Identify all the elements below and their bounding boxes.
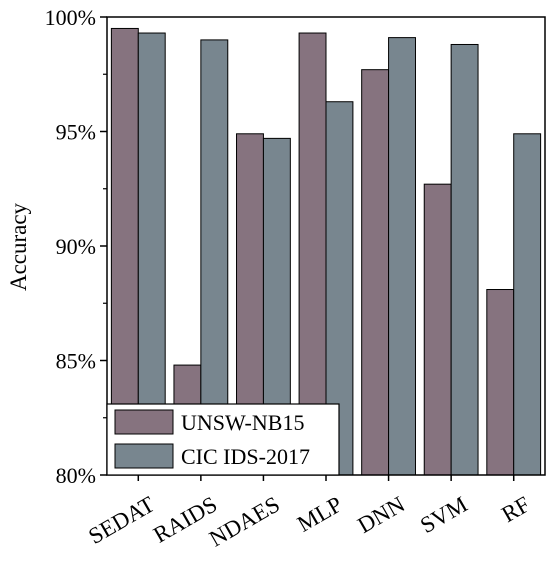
bar-raids-cic-ids-2017 <box>200 39 229 476</box>
x-tick-label-sedat: SEDAT <box>84 492 158 549</box>
legend-swatch-cic-ids-2017 <box>114 443 174 469</box>
bar-rf-cic-ids-2017 <box>513 133 542 476</box>
y-tick-label: 90% <box>56 234 96 259</box>
legend-label-cic-ids-2017: CIC IDS-2017 <box>181 444 310 469</box>
bar-svm-cic-ids-2017 <box>450 43 479 476</box>
y-axis: 80% 85% 90% 95% 100% <box>45 5 107 488</box>
legend-swatch-unsw-nb15 <box>114 409 174 435</box>
x-tick-label-rf: RF <box>497 492 534 528</box>
bar-sedat-cic-ids-2017 <box>137 32 166 476</box>
bar-dnn-cic-ids-2017 <box>388 37 416 476</box>
y-axis-title: Accuracy <box>6 202 31 291</box>
bar-rf-unsw-nb15 <box>486 289 515 476</box>
bar-sedat-unsw-nb15 <box>110 27 139 476</box>
y-tick-label: 95% <box>56 120 96 145</box>
bar-dnn-unsw-nb15 <box>361 69 390 476</box>
x-tick-label-ndaes: NDAES <box>205 492 284 552</box>
x-tick-label-mlp: MLP <box>293 492 346 537</box>
x-tick-label-dnn: DNN <box>353 491 409 538</box>
legend-label-unsw-nb15: UNSW-NB15 <box>181 410 304 435</box>
y-tick-label: 100% <box>45 5 96 30</box>
y-tick-label: 85% <box>56 349 96 374</box>
x-tick-label-svm: SVM <box>416 492 472 539</box>
legend: UNSW-NB15 CIC IDS-2017 <box>106 403 340 476</box>
bar-svm-unsw-nb15 <box>423 183 452 476</box>
y-tick-label: 80% <box>56 463 96 488</box>
